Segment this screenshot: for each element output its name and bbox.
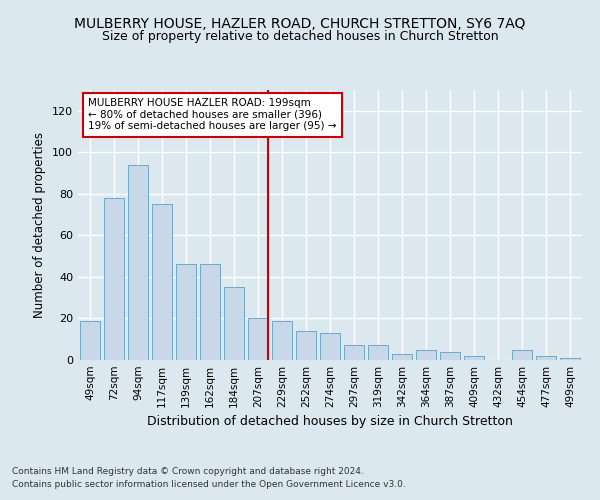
Bar [320, 333, 340, 360]
X-axis label: Distribution of detached houses by size in Church Stretton: Distribution of detached houses by size … [147, 416, 513, 428]
Bar [512, 350, 532, 360]
Bar [224, 288, 244, 360]
Bar [392, 354, 412, 360]
Bar [296, 331, 316, 360]
Bar [344, 346, 364, 360]
Bar [80, 320, 100, 360]
Bar [560, 358, 580, 360]
Y-axis label: Number of detached properties: Number of detached properties [34, 132, 46, 318]
Bar [176, 264, 196, 360]
Text: Contains public sector information licensed under the Open Government Licence v3: Contains public sector information licen… [12, 480, 406, 489]
Bar [248, 318, 268, 360]
Text: MULBERRY HOUSE HAZLER ROAD: 199sqm
← 80% of detached houses are smaller (396)
19: MULBERRY HOUSE HAZLER ROAD: 199sqm ← 80%… [88, 98, 337, 132]
Bar [200, 264, 220, 360]
Bar [104, 198, 124, 360]
Bar [440, 352, 460, 360]
Text: Size of property relative to detached houses in Church Stretton: Size of property relative to detached ho… [101, 30, 499, 43]
Bar [128, 165, 148, 360]
Bar [464, 356, 484, 360]
Bar [152, 204, 172, 360]
Bar [368, 346, 388, 360]
Bar [272, 320, 292, 360]
Bar [416, 350, 436, 360]
Text: Contains HM Land Registry data © Crown copyright and database right 2024.: Contains HM Land Registry data © Crown c… [12, 467, 364, 476]
Bar [536, 356, 556, 360]
Text: MULBERRY HOUSE, HAZLER ROAD, CHURCH STRETTON, SY6 7AQ: MULBERRY HOUSE, HAZLER ROAD, CHURCH STRE… [74, 18, 526, 32]
